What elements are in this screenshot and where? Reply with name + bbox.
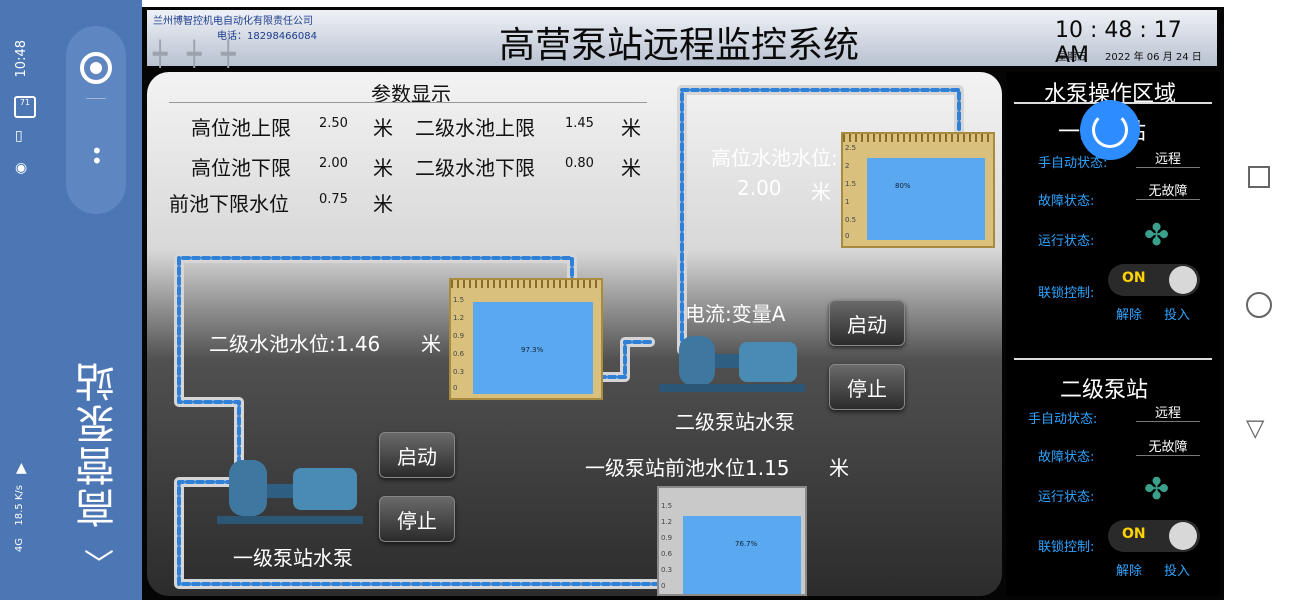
station2-mode-label: 手自动状态:	[1028, 412, 1098, 427]
vibrate-icon: ▯	[15, 128, 23, 144]
second-pool-upper-label: 二级水池上限	[415, 116, 535, 140]
station2-interlock-label: 联锁控制:	[1038, 540, 1095, 555]
second-tank-water	[473, 302, 593, 394]
high-pool-lower-value: 2.00	[319, 156, 348, 171]
front-tank-water	[683, 516, 801, 594]
unit-label: 米	[373, 116, 393, 140]
station2-interlock-toggle[interactable]: ON	[1108, 520, 1200, 552]
unit-label: 米	[421, 332, 441, 356]
high-tank-water	[867, 158, 985, 240]
signal-icon: 4G	[14, 538, 25, 553]
unit-label: 米	[621, 116, 641, 140]
clock-time: 10 : 48 : 17 AM	[1055, 18, 1182, 68]
high-tank-level: 2.00	[737, 176, 782, 200]
station1-run-label: 运行状态:	[1038, 234, 1095, 249]
station2-release-button[interactable]: 解除	[1116, 564, 1143, 579]
floating-control-pill: • •	[66, 26, 126, 214]
ops-divider	[1014, 358, 1212, 360]
current-label: 电流:变量A	[685, 302, 786, 326]
unit-label: 米	[373, 156, 393, 180]
front-tank-percent: 76.7%	[735, 540, 758, 548]
station1-fault-value: 无故障	[1136, 180, 1200, 200]
refresh-icon[interactable]	[1080, 100, 1140, 160]
notification-icon: ▲	[16, 460, 27, 476]
pump1-stop-button[interactable]: 停止	[379, 496, 455, 542]
pill-divider	[86, 98, 106, 99]
phone-sidebar: 10:48 71 ▯ ◉ ▲ 18.5 K/s 4G • • 高营泵站 ﹀	[0, 0, 142, 600]
fan-icon: ✤	[1144, 218, 1170, 253]
phone-nav-bar: ▽	[1224, 0, 1295, 600]
station1-engage-button[interactable]: 投入	[1164, 308, 1191, 323]
station2-mode-value: 远程	[1136, 402, 1200, 422]
high-pool-upper-value: 2.50	[319, 116, 348, 131]
station2-engage-button[interactable]: 投入	[1164, 564, 1191, 579]
home-icon[interactable]	[1246, 292, 1272, 318]
app-title: 高营泵站	[76, 360, 122, 528]
station2-fault-label: 故障状态:	[1038, 450, 1095, 465]
clock-date: 2022 年 06 月 24 日	[1105, 52, 1202, 63]
second-pool-lower-value: 0.80	[565, 156, 594, 171]
battery-icon: 71	[14, 96, 36, 118]
process-panel: 参数显示 高位池上限 2.50 米 二级水池上限 1.45 米 高位池下限 2.…	[147, 72, 1002, 596]
high-pool-upper-label: 高位池上限	[191, 116, 291, 140]
unit-label: 米	[829, 456, 849, 480]
target-icon[interactable]	[80, 52, 112, 84]
unit-label: 米	[373, 192, 393, 216]
header-bar: 兰州博智控机电自动化有限责任公司 电话：18298466084 ┿ ┿ ┿ 高营…	[147, 10, 1217, 68]
station1-mode-label: 手自动状态:	[1038, 156, 1108, 171]
chevron-down-icon[interactable]: ﹀	[84, 548, 114, 583]
pump2-icon	[659, 324, 805, 396]
front-tank: 76.7% 1.5 1.2 0.9 0.6 0.3 0	[657, 486, 807, 596]
pump1-label: 一级泵站水泵	[233, 546, 353, 570]
company-name: 兰州博智控机电自动化有限责任公司	[153, 16, 313, 27]
status-time: 10:48	[14, 40, 29, 78]
recent-apps-icon[interactable]	[1248, 166, 1270, 188]
pump1-start-button[interactable]: 启动	[379, 432, 455, 478]
fan-icon: ✤	[1144, 472, 1170, 507]
station2-title: 二级泵站	[1060, 378, 1149, 403]
station1-interlock-label: 联锁控制:	[1038, 286, 1095, 301]
high-tank-label: 高位水池水位:	[711, 146, 838, 170]
front-tank-label: 一级泵站前池水位1.15	[585, 456, 790, 480]
eye-icon: ◉	[15, 160, 28, 176]
logo-icon: ┿ ┿ ┿	[153, 40, 242, 68]
pump-operation-panel: 水泵操作区域 一级泵站 手自动状态: 远程 故障状态: 无故障 运行状态: ✤ …	[1006, 72, 1220, 596]
more-icon[interactable]: • •	[91, 139, 103, 173]
page-title: 高营泵站远程监控系统	[499, 25, 860, 66]
station2-fault-value: 无故障	[1136, 436, 1200, 456]
front-pool-lower-value: 0.75	[319, 192, 348, 207]
clock-weekday: 星期五	[1057, 52, 1087, 63]
station1-mode-value: 远程	[1136, 148, 1200, 168]
station1-fault-label: 故障状态:	[1038, 194, 1095, 209]
station1-release-button[interactable]: 解除	[1116, 308, 1143, 323]
second-tank: 97.3% 1.5 1.2 0.9 0.6 0.3 0	[449, 278, 603, 400]
pipe-network	[174, 85, 964, 589]
high-tank: 80% 2.5 2 1.5 1 0.5 0	[841, 132, 995, 248]
pump1-icon	[217, 456, 363, 528]
pump2-stop-button[interactable]: 停止	[829, 364, 905, 410]
second-pool-upper-value: 1.45	[565, 116, 594, 131]
high-pool-lower-label: 高位池下限	[191, 156, 291, 180]
pump2-start-button[interactable]: 启动	[829, 300, 905, 346]
station2-run-label: 运行状态:	[1038, 490, 1095, 505]
unit-label: 米	[811, 180, 831, 204]
station1-interlock-toggle[interactable]: ON	[1108, 264, 1200, 296]
second-tank-percent: 97.3%	[521, 346, 544, 354]
unit-label: 米	[621, 156, 641, 180]
front-pool-lower-label: 前池下限水位	[169, 192, 289, 216]
network-speed: 18.5 K/s	[14, 485, 25, 526]
pump2-label: 二级泵站水泵	[675, 410, 795, 434]
company-phone: 电话：18298466084	[217, 31, 317, 42]
second-tank-label: 二级水池水位:1.46	[209, 332, 381, 356]
high-tank-percent: 80%	[895, 182, 911, 190]
params-divider	[169, 102, 647, 103]
second-pool-lower-label: 二级水池下限	[415, 156, 535, 180]
back-icon[interactable]: ▽	[1246, 414, 1265, 442]
